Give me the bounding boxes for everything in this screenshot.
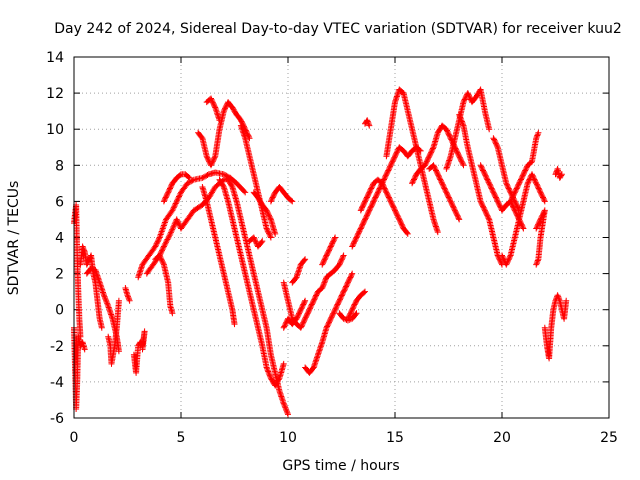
data-point-segment [383,86,441,236]
data-point-segment [203,95,223,124]
data-point-segment [250,189,279,237]
data-point-segment [319,234,339,268]
y-tick-label: 6 [55,194,64,210]
data-point-segment [533,207,548,268]
data-point-segment [225,176,291,418]
data-point-segment [362,117,373,129]
y-tick-label: 2 [55,267,64,283]
data-point-segment [336,310,360,324]
data-point-segment [130,328,148,376]
plot-frame [73,56,610,419]
grid-lines [74,57,609,418]
data-point-segment [280,297,309,331]
data-point-segment [456,111,505,268]
y-axis-label: SDTVAR / TECUs [6,181,22,296]
chart-title: Day 242 of 2024, Sidereal Day-to-day VTE… [54,21,622,37]
data-point-segment [160,171,193,205]
data-point-segment [344,288,368,322]
y-tick-label: 8 [55,158,64,174]
x-tick-label: 5 [177,430,186,446]
y-tick-label: -2 [50,339,64,355]
data-point-segment [507,129,542,205]
y-tick-label: -4 [50,375,64,391]
data-point-segment [426,162,463,223]
data-point-segment [357,176,411,237]
data-point-segment [280,252,347,331]
y-tick-label: 10 [46,122,64,138]
data-point-segment [499,171,548,268]
data-point-segment [302,270,356,376]
data-point-segment [122,285,133,304]
x-tick-label: 20 [493,430,511,446]
data-point-segment [246,234,266,250]
y-tick-labels: -6 -4 -2 0 2 4 6 8 10 12 14 [46,50,64,427]
data-point-segment [152,252,176,317]
x-axis-label: GPS time / hours [282,458,399,474]
x-tick-labels: 0 5 10 15 20 25 [70,430,618,446]
x-tick-label: 10 [279,430,297,446]
data-point-segment [541,292,570,362]
data-point-segment [199,184,238,328]
y-tick-label: 0 [55,303,64,319]
data-point-segment [443,86,493,172]
data-point-segment [135,169,249,281]
x-tick-label: 15 [386,430,404,446]
y-tick-label: 14 [46,50,64,66]
y-tick-label: 12 [46,86,64,102]
data-point-segment [105,297,122,367]
y-tick-label: -6 [50,411,64,427]
data-point-segment [267,184,296,205]
y-tick-label: 4 [55,231,64,247]
x-tick-label: 25 [600,430,618,446]
data-point-segment [77,243,105,331]
data-point-segment [71,202,84,340]
data-point-segment [289,256,309,286]
data-point-segment [216,176,287,389]
data-point-segment [349,144,424,250]
data-point-segment [552,165,565,181]
x-tick-label: 0 [70,430,79,446]
data-series-sdtvar [71,86,570,418]
